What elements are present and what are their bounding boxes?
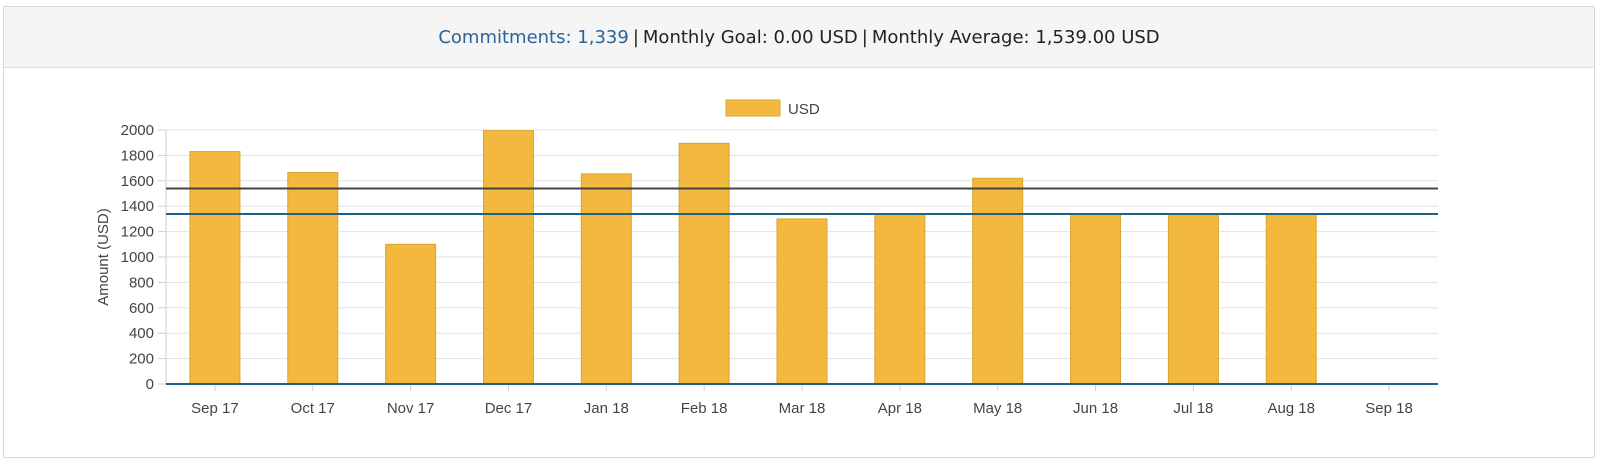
y-tick-label: 1600 bbox=[121, 173, 154, 190]
y-tick-label: 0 bbox=[146, 376, 154, 393]
legend-swatch-usd bbox=[725, 99, 781, 117]
x-tick-label: Aug 18 bbox=[1267, 400, 1315, 417]
x-tick-label: Dec 17 bbox=[485, 400, 533, 417]
x-tick-label: Mar 18 bbox=[779, 400, 826, 417]
y-tick-label: 1800 bbox=[121, 147, 154, 164]
x-tick-label: Oct 17 bbox=[291, 400, 335, 417]
y-tick-label: 1400 bbox=[121, 198, 154, 215]
bar-feb-18 bbox=[678, 142, 730, 385]
bar-apr-18 bbox=[874, 213, 926, 385]
x-tick-label: Jun 18 bbox=[1073, 400, 1118, 417]
x-tick-label: May 18 bbox=[973, 400, 1022, 417]
y-tick-label: 1200 bbox=[121, 224, 154, 241]
x-tick-label: Nov 17 bbox=[387, 400, 435, 417]
x-tick-label: Sep 18 bbox=[1365, 400, 1413, 417]
header-separator: | bbox=[632, 26, 639, 48]
panel-header: Commitments: 1,339 | Monthly Goal: 0.00 … bbox=[4, 7, 1594, 68]
x-tick-label: Jan 18 bbox=[584, 400, 629, 417]
bar-nov-17 bbox=[385, 243, 437, 385]
bar-dec-17 bbox=[482, 130, 534, 385]
y-tick-label: 1000 bbox=[121, 249, 154, 266]
commitments-value: 1,339 bbox=[577, 26, 629, 48]
header-separator: | bbox=[861, 26, 868, 48]
bar-jun-18 bbox=[1070, 213, 1122, 385]
bar-may-18 bbox=[972, 177, 1024, 385]
bar-aug-18 bbox=[1265, 213, 1317, 385]
commitments-bar-chart: 0 200 400 600 800 1000 1200 1400 1600 1800 2000 Amo… bbox=[95, 99, 1438, 417]
y-tick-label: 600 bbox=[129, 300, 154, 317]
y-tick-label: 2000 bbox=[121, 122, 154, 139]
bar-jul-18 bbox=[1167, 213, 1219, 385]
commitments-link[interactable]: Commitments: 1,339 bbox=[438, 27, 629, 48]
commitments-label: Commitments: bbox=[438, 26, 572, 48]
x-tick-label: Jul 18 bbox=[1173, 400, 1213, 417]
y-axis-label: Amount (USD) bbox=[95, 208, 112, 306]
x-tick-label: Feb 18 bbox=[681, 400, 728, 417]
x-tick-label: Apr 18 bbox=[878, 400, 922, 417]
y-tick-label: 800 bbox=[129, 274, 154, 291]
bar-mar-18 bbox=[776, 218, 828, 385]
bar-jan-18 bbox=[580, 173, 632, 385]
bar-oct-17 bbox=[287, 172, 339, 385]
monthly-average-text: Monthly Average: 1,539.00 USD bbox=[871, 26, 1160, 48]
x-tick-label: Sep 17 bbox=[191, 400, 239, 417]
legend-label-usd: USD bbox=[788, 101, 820, 118]
monthly-goal-text: Monthly Goal: 0.00 USD bbox=[642, 26, 858, 48]
bar-sep-17 bbox=[189, 151, 241, 385]
y-tick-label: 200 bbox=[129, 351, 154, 368]
y-tick-label: 400 bbox=[129, 325, 154, 342]
